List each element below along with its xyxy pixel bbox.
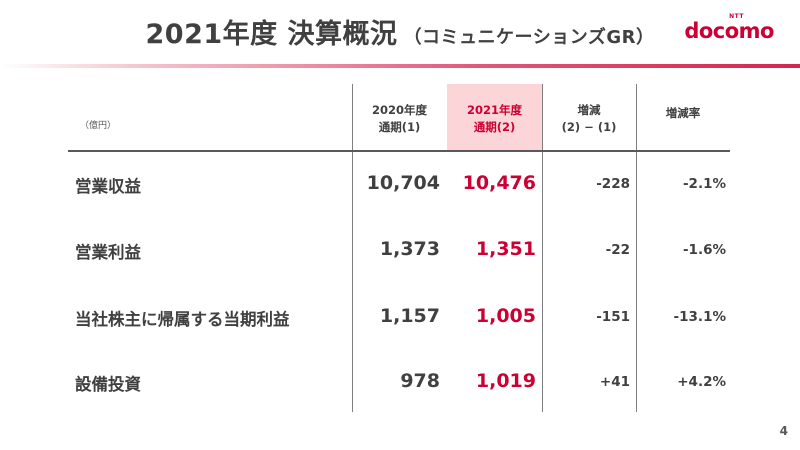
- column-divider-1: [352, 84, 353, 412]
- title-bar: 2021年度 決算概況 （コミュニケーションズGR） NTT docomo: [0, 0, 800, 64]
- cell-operating-income-fy2020: 1,373: [379, 238, 440, 260]
- cell-capex-fy2021: 1,019: [475, 370, 536, 392]
- cell-operating-income-diff: -22: [605, 242, 630, 258]
- docomo-logo: NTT docomo: [684, 14, 774, 46]
- cell-capex-rate: +4.2%: [677, 374, 726, 390]
- column-header-diff-line2: (2) − (1): [561, 120, 617, 134]
- row-label-net-income: 当社株主に帰属する当期利益: [75, 310, 290, 329]
- column-header-fy2021-line2: 通期(2): [473, 120, 516, 134]
- logo-ntt-text: NTT: [729, 13, 744, 20]
- page-title-main: 2021年度 決算概況: [145, 19, 398, 50]
- logo-brand-text: docomo: [684, 19, 774, 43]
- column-header-rate-line1: 増減率: [665, 106, 701, 120]
- row-label-revenue: 営業収益: [75, 177, 141, 196]
- cell-operating-income-fy2021: 1,351: [475, 238, 536, 260]
- header-rule: [68, 150, 730, 152]
- row-label-operating-income: 営業利益: [75, 243, 141, 262]
- cell-capex-fy2020: 978: [400, 370, 440, 392]
- cell-net-income-rate: -13.1%: [673, 309, 726, 325]
- column-header-rate: 増減率: [636, 105, 730, 122]
- cell-net-income-fy2020: 1,157: [379, 305, 440, 327]
- unit-label: （億円）: [80, 121, 117, 131]
- cell-revenue-diff: -228: [596, 176, 630, 192]
- column-header-fy2021-line1: 2021年度: [466, 103, 522, 117]
- cell-capex-diff: +41: [599, 374, 630, 390]
- cell-operating-income-rate: -1.6%: [682, 242, 726, 258]
- column-header-fy2020-line2: 通期(1): [378, 120, 421, 134]
- page-title: 2021年度 決算概況 （コミュニケーションズGR）: [0, 12, 800, 51]
- page-number: 4: [779, 424, 788, 438]
- column-header-diff: 増減 (2) − (1): [542, 102, 636, 136]
- cell-revenue-rate: -2.1%: [682, 176, 726, 192]
- column-header-fy2020-line1: 2020年度: [371, 103, 427, 117]
- cell-net-income-diff: -151: [596, 309, 630, 325]
- cell-revenue-fy2021: 10,476: [462, 172, 536, 194]
- column-header-fy2021: 2021年度 通期(2): [447, 102, 542, 136]
- column-divider-3: [636, 84, 637, 412]
- column-divider-2: [542, 84, 543, 412]
- column-header-diff-line1: 増減: [577, 103, 601, 117]
- page-subtitle: （コミュニケーションズGR）: [403, 27, 655, 48]
- title-divider: [0, 64, 800, 68]
- cell-revenue-fy2020: 10,704: [366, 172, 440, 194]
- highlight-column-fy2021: [447, 84, 542, 150]
- column-header-fy2020: 2020年度 通期(1): [352, 102, 447, 136]
- cell-net-income-fy2021: 1,005: [475, 305, 536, 327]
- row-label-capex: 設備投資: [75, 375, 141, 394]
